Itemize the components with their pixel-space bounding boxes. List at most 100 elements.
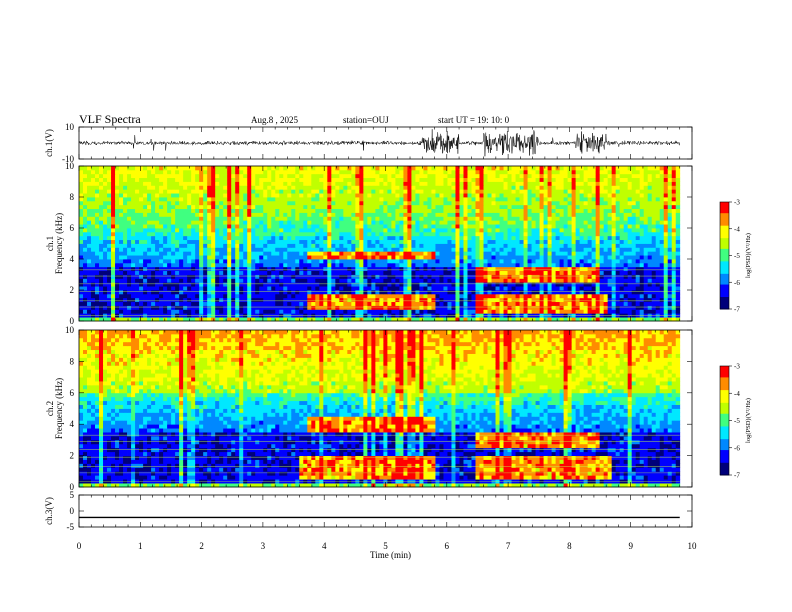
spectrogram-cell — [467, 228, 472, 233]
spectrogram-cell — [587, 235, 593, 241]
spectrogram-cell — [507, 243, 512, 248]
spectrogram-cell — [475, 208, 480, 213]
spectrogram-cell — [255, 309, 260, 314]
spectrogram-cell — [615, 297, 621, 303]
spectrogram-cell — [299, 305, 304, 310]
spectrogram-cell — [103, 305, 108, 310]
spectrogram-cell — [455, 266, 460, 272]
spectrogram-cell — [615, 247, 621, 252]
spectrogram-cell — [671, 251, 677, 256]
spectrogram-cell — [623, 290, 629, 295]
spectrogram-cell — [183, 228, 188, 233]
spectrogram-cell — [659, 197, 665, 202]
spectrogram-cell — [139, 293, 144, 299]
spectrogram-cell — [439, 228, 444, 233]
spectrogram-cell — [295, 200, 300, 206]
spectrogram-cell — [211, 239, 216, 244]
spectrogram-cell — [559, 224, 564, 229]
spectrogram-cell — [499, 228, 504, 233]
spectrogram-cell — [583, 231, 589, 237]
spectrogram-cell — [655, 305, 661, 310]
spectrogram-cell — [203, 282, 208, 287]
spectrogram-cell — [483, 220, 488, 225]
spectrogram-cell — [551, 208, 556, 213]
spectrogram-cell — [131, 286, 136, 291]
spectrogram-cell — [223, 301, 228, 306]
spectrogram-cell — [251, 239, 256, 244]
spectrogram-cell — [103, 224, 108, 229]
spectrogram-cell — [419, 220, 424, 225]
spectrogram-cell — [147, 220, 152, 225]
spectrogram-cell — [347, 282, 352, 287]
spectrogram-cell — [279, 243, 284, 248]
spectrogram-cell — [107, 266, 112, 272]
spectrogram-cell — [567, 204, 572, 210]
spectrogram-cell — [167, 301, 172, 306]
spectrogram-cell — [247, 266, 252, 272]
spectrogram-cell — [567, 251, 572, 256]
spectrogram-cell — [579, 305, 585, 310]
spectrogram-cell — [479, 286, 484, 291]
spectrogram-cell — [619, 231, 625, 237]
spectrogram-cell — [215, 251, 220, 256]
spectrogram-cell — [223, 259, 228, 264]
spectrogram-cell — [203, 220, 208, 225]
spectrogram-cell — [395, 262, 400, 268]
spectrogram-cell — [191, 251, 196, 256]
spectrogram-cell — [99, 212, 104, 217]
spectrogram-cell — [195, 197, 200, 202]
spectrogram-cell — [115, 193, 120, 198]
spectrogram-cell — [563, 204, 568, 210]
spectrogram-cell — [603, 197, 609, 202]
spectrogram-cell — [635, 200, 641, 206]
spectrogram-cell — [651, 270, 657, 275]
spectrogram-cell — [527, 231, 532, 237]
spectrogram-cell — [387, 208, 392, 213]
spectrogram-cell — [371, 282, 376, 287]
spectrogram-cell — [583, 309, 589, 314]
spectrogram-cell — [539, 231, 544, 237]
spectrogram-cell — [551, 278, 556, 283]
spectrogram-cell — [515, 216, 520, 221]
spectrogram-cell — [287, 309, 292, 314]
spectrogram-cell — [267, 247, 272, 252]
spectrogram-cell — [651, 193, 657, 198]
spectrogram-cell — [335, 305, 340, 310]
spectrogram-cell — [451, 309, 456, 314]
spectrogram-cell — [547, 293, 552, 299]
spectrogram-cell — [563, 293, 568, 299]
spectrogram-cell — [203, 216, 208, 221]
spectrogram-cell — [611, 274, 617, 279]
spectrogram-cell — [503, 212, 508, 217]
spectrogram-cell — [135, 208, 140, 213]
spectrogram-cell — [259, 274, 264, 279]
spectrogram-cell — [515, 197, 520, 202]
spectrogram-cell — [159, 224, 164, 229]
spectrogram-cell — [407, 262, 412, 268]
spectrogram-cell — [107, 270, 112, 275]
spectrogram-cell — [515, 274, 520, 279]
spectrogram-cell — [675, 317, 681, 322]
spectrogram-cell — [199, 200, 204, 206]
spectrogram-cell — [123, 231, 128, 237]
spectrogram-cell — [279, 309, 284, 314]
spectrogram-cell — [351, 228, 356, 233]
spectrogram-cell — [295, 286, 300, 291]
spectrogram-cell — [227, 293, 232, 299]
spectrogram-cell — [403, 216, 408, 221]
spectrogram-cell — [355, 193, 360, 198]
spectrogram-cell — [523, 301, 528, 306]
spectrogram-cell — [675, 274, 681, 279]
spectrogram-cell — [115, 270, 120, 275]
spectrogram-cell — [183, 239, 188, 244]
spectrogram-cell — [523, 297, 528, 303]
spectrogram-cell — [491, 293, 496, 299]
spectrogram-cell — [663, 255, 669, 260]
spectrogram-cell — [451, 231, 456, 237]
spectrogram-cell — [99, 231, 104, 237]
spectrogram-cell — [111, 286, 116, 291]
spectrogram-cell — [99, 259, 104, 264]
spectrogram-cell — [439, 208, 444, 213]
spectrogram-cell — [503, 197, 508, 202]
spectrogram-cell — [95, 259, 100, 264]
